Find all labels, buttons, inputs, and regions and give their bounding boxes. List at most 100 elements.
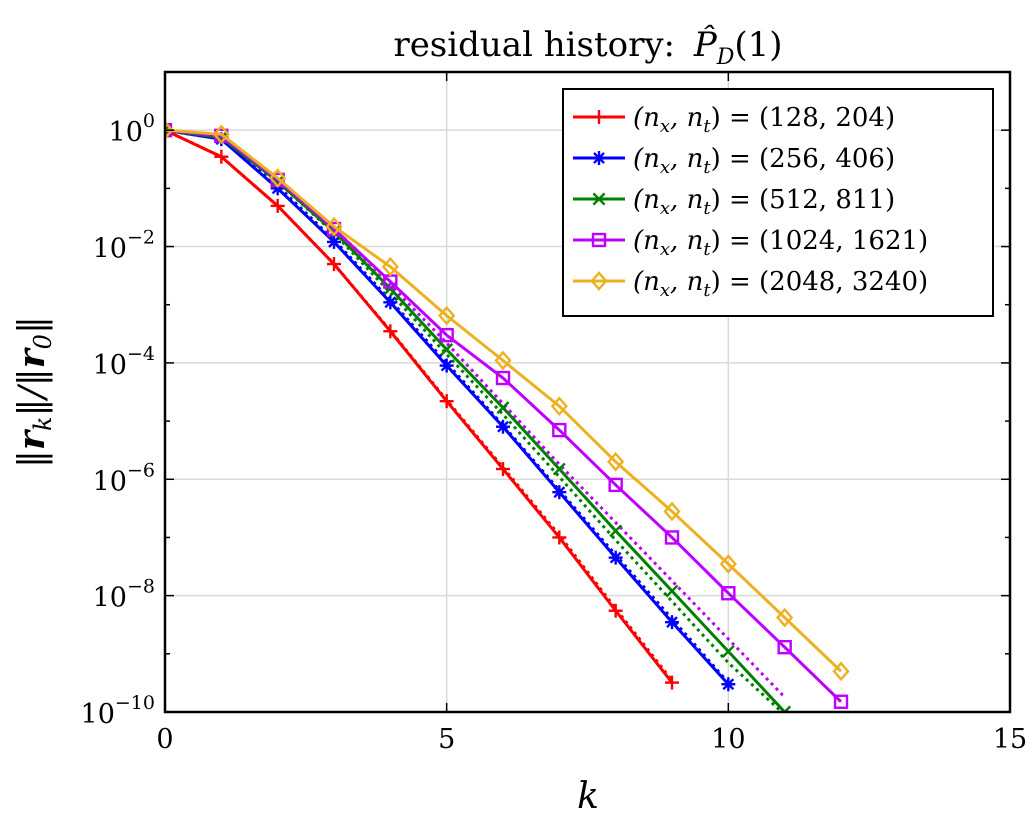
y-tick-exponent: 0 (143, 110, 155, 132)
legend-entry-label: (nx, nt) = (256, 406) (633, 144, 895, 178)
legend-label-part: , n (670, 185, 703, 215)
series-1-point (721, 677, 736, 692)
legend-swatch-marker-shape (590, 271, 608, 291)
series-0-point (214, 149, 229, 164)
y-tick-base: 10 (109, 117, 143, 148)
series-0-point (270, 198, 285, 213)
y-tick-label: 100 (109, 110, 155, 148)
y-label-sub-0: 0 (29, 334, 57, 349)
series-3-point (495, 370, 511, 386)
y-label-close: ‖ (12, 316, 53, 334)
series-4-point (381, 256, 399, 277)
axes-frame (163, 70, 1012, 714)
legend-label-part: x (660, 239, 670, 260)
series-1-point (496, 419, 510, 434)
series-4-point (607, 451, 625, 472)
y-label-mid: ‖/‖ (12, 368, 53, 416)
series-0-point (383, 324, 398, 339)
series-2-point-d2 (496, 401, 510, 415)
series-1-point (552, 485, 567, 500)
legend-label-part: x (660, 116, 670, 137)
plot-area (165, 120, 850, 712)
series-4-point (212, 124, 230, 145)
legend-label-part: ) = (128, 204) (711, 103, 896, 133)
series-2-point (665, 584, 679, 598)
legend-swatch-marker-d2 (592, 192, 606, 206)
legend-label-part: t (703, 198, 711, 219)
y-tick-label: 10−2 (93, 227, 155, 265)
legend-label-part: , n (670, 103, 703, 133)
series-3-point (833, 694, 849, 709)
legend: (nx, nt) = (128, 204)(nx, nt) = (256, 40… (562, 88, 994, 317)
series-3-point (552, 422, 567, 438)
series-3-point-box (777, 639, 792, 655)
chart-title-prefix: residual history: (393, 25, 675, 65)
series-3-point (721, 586, 736, 601)
series-4-point (776, 607, 794, 628)
chart-title-suffix: (1) (734, 25, 782, 65)
series-4-point-shape (212, 124, 230, 145)
legend-swatch-marker (592, 110, 606, 124)
series-2-point-d2 (552, 462, 566, 476)
series-4-line (165, 128, 843, 673)
y-tick-label: 10−8 (93, 576, 155, 614)
series-4-point-shape (719, 554, 737, 574)
legend-label-part: x (660, 157, 670, 178)
legend-entry-label: (nx, nt) = (2048, 3240) (633, 267, 928, 301)
y-tick-base: 10 (93, 583, 127, 614)
legend-label-part: (n (633, 267, 660, 297)
chart-title: residual history: P̂D(1) (393, 24, 782, 70)
legend-label-part: ) = (512, 811) (711, 185, 896, 215)
series-3-point (608, 477, 623, 493)
series-4-point (325, 216, 343, 237)
series-2-point (778, 705, 792, 712)
series-0-point (665, 675, 679, 690)
y-label-open: ‖ (12, 450, 53, 468)
series-1-point-d2 (666, 616, 678, 629)
legend-swatch-marker (591, 232, 607, 248)
series-4-point (269, 168, 287, 188)
legend-label-part: t (703, 116, 711, 137)
y-tick-base: 10 (93, 234, 127, 265)
series-1-point-d2 (328, 236, 340, 248)
legend-label-part: ) = (256, 406) (711, 144, 896, 174)
y-tick-exponent: −6 (127, 459, 155, 481)
chart-title-symbol: P̂ (693, 24, 718, 65)
legend-label-part: t (703, 239, 711, 260)
x-tick-label: 10 (711, 724, 745, 755)
legend-swatch-marker-box (591, 232, 607, 248)
series-3-point-box (608, 477, 623, 493)
legend-entry-label: (nx, nt) = (1024, 1621) (633, 226, 928, 260)
series-1-point (439, 358, 454, 373)
series-1-point-d2 (553, 486, 566, 499)
series-3-point-box (552, 422, 567, 438)
series-4-point-shape (494, 350, 512, 371)
series-1-point (383, 295, 398, 310)
series-4-point-shape (165, 120, 174, 141)
y-label-sub-k: k (29, 416, 57, 431)
x-axis-label: k (577, 776, 599, 817)
series-2-point-d1 (778, 705, 787, 712)
series-0-point (496, 462, 510, 477)
series-2-point-d2 (721, 644, 735, 658)
series-0-point (439, 394, 454, 409)
x-tick-label: 5 (438, 724, 455, 755)
y-axis-label: ‖rk‖/‖r0‖ (11, 316, 57, 468)
legend-label-part: , n (670, 267, 703, 297)
series-3-point (664, 530, 680, 545)
series-2-point-d2 (609, 524, 623, 538)
series-1-point-d2 (440, 359, 453, 372)
series-4-point (832, 661, 850, 682)
series-0-point (327, 257, 341, 272)
series-3-point-box (664, 530, 680, 545)
series-4-point-shape (663, 501, 681, 522)
series-4-point (663, 501, 681, 522)
series-2-point (609, 524, 623, 538)
legend-label-part: t (703, 157, 711, 178)
y-tick-base: 10 (93, 350, 127, 381)
legend-entry-label: (nx, nt) = (128, 204) (633, 103, 895, 137)
legend-entry-label: (nx, nt) = (512, 811) (633, 185, 895, 219)
x-tick-label: 15 (993, 724, 1027, 755)
legend-swatch-marker (592, 151, 606, 165)
series-4-point-shape (381, 256, 399, 277)
